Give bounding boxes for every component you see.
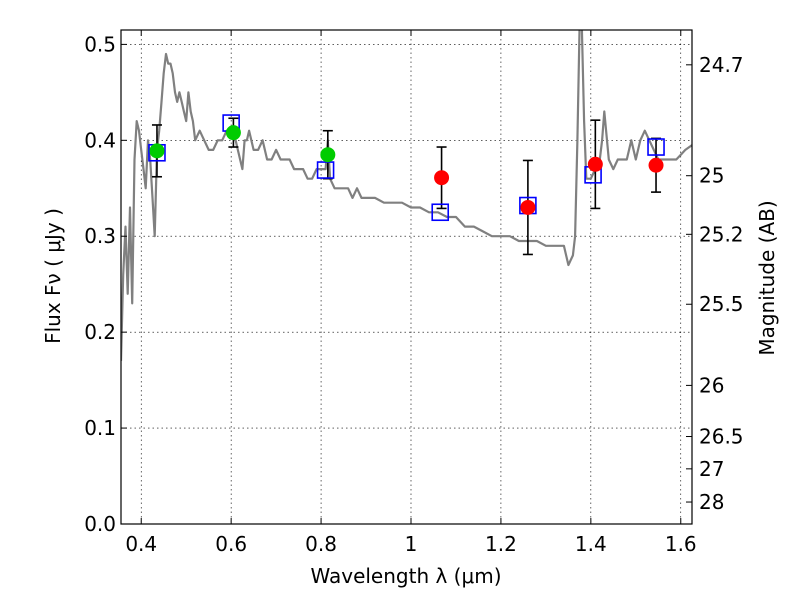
right-tick-label: 25 [699,164,724,188]
model-spectrum-line [121,30,692,361]
plot-series [121,30,692,361]
y-tick-label: 0.2 [84,320,116,344]
x-tick-label: 1.6 [665,532,697,556]
right-tick-label: 24.7 [699,53,744,77]
observed-ir-point [648,157,664,173]
y-tick-label: 0.0 [84,512,116,536]
right-tick-label: 27 [699,457,724,481]
y-tick-label: 0.3 [84,224,116,248]
x-tick-label: 1.4 [575,532,607,556]
x-tick-label: 0.4 [125,532,157,556]
y-tick-label: 0.1 [84,416,116,440]
observed-optical-point [225,125,241,141]
plot-frame [120,29,693,525]
x-axis-label: Wavelength λ (μm) [310,564,501,588]
right-tick-label: 25.5 [699,292,744,316]
y-tick-label: 0.5 [84,32,116,56]
model-photometry-square [316,161,335,179]
axis-ticks: 0.4 0.6 0.8 1 1.2 1.4 1.6 0.0 0.1 0.2 0.3 0.4 0.5 24.… [84,30,744,556]
observed-ir-point [587,156,603,172]
right-tick-label: 26 [699,373,724,397]
right-tick-label: 25.2 [699,222,744,246]
x-tick-label: 1.2 [485,532,517,556]
right-tick-label: 28 [699,490,724,514]
x-tick-label: 1 [405,532,418,556]
x-tick-label: 0.6 [215,532,247,556]
model-photometry-square [431,203,450,222]
grid-lines [121,30,692,524]
observed-optical-point [320,147,336,163]
observed-optical-point [149,143,165,159]
observed-ir-point [520,199,536,215]
x-tick-label: 0.8 [305,532,337,556]
y-tick-label: 0.4 [84,128,116,152]
observed-ir-point [434,170,450,186]
model-photometry-square [647,138,665,156]
right-axis-label: Magnitude (AB) [755,200,779,355]
right-tick-label: 26.5 [699,425,744,449]
y-axis-label: Flux Fν ( μJy ) [41,208,65,344]
